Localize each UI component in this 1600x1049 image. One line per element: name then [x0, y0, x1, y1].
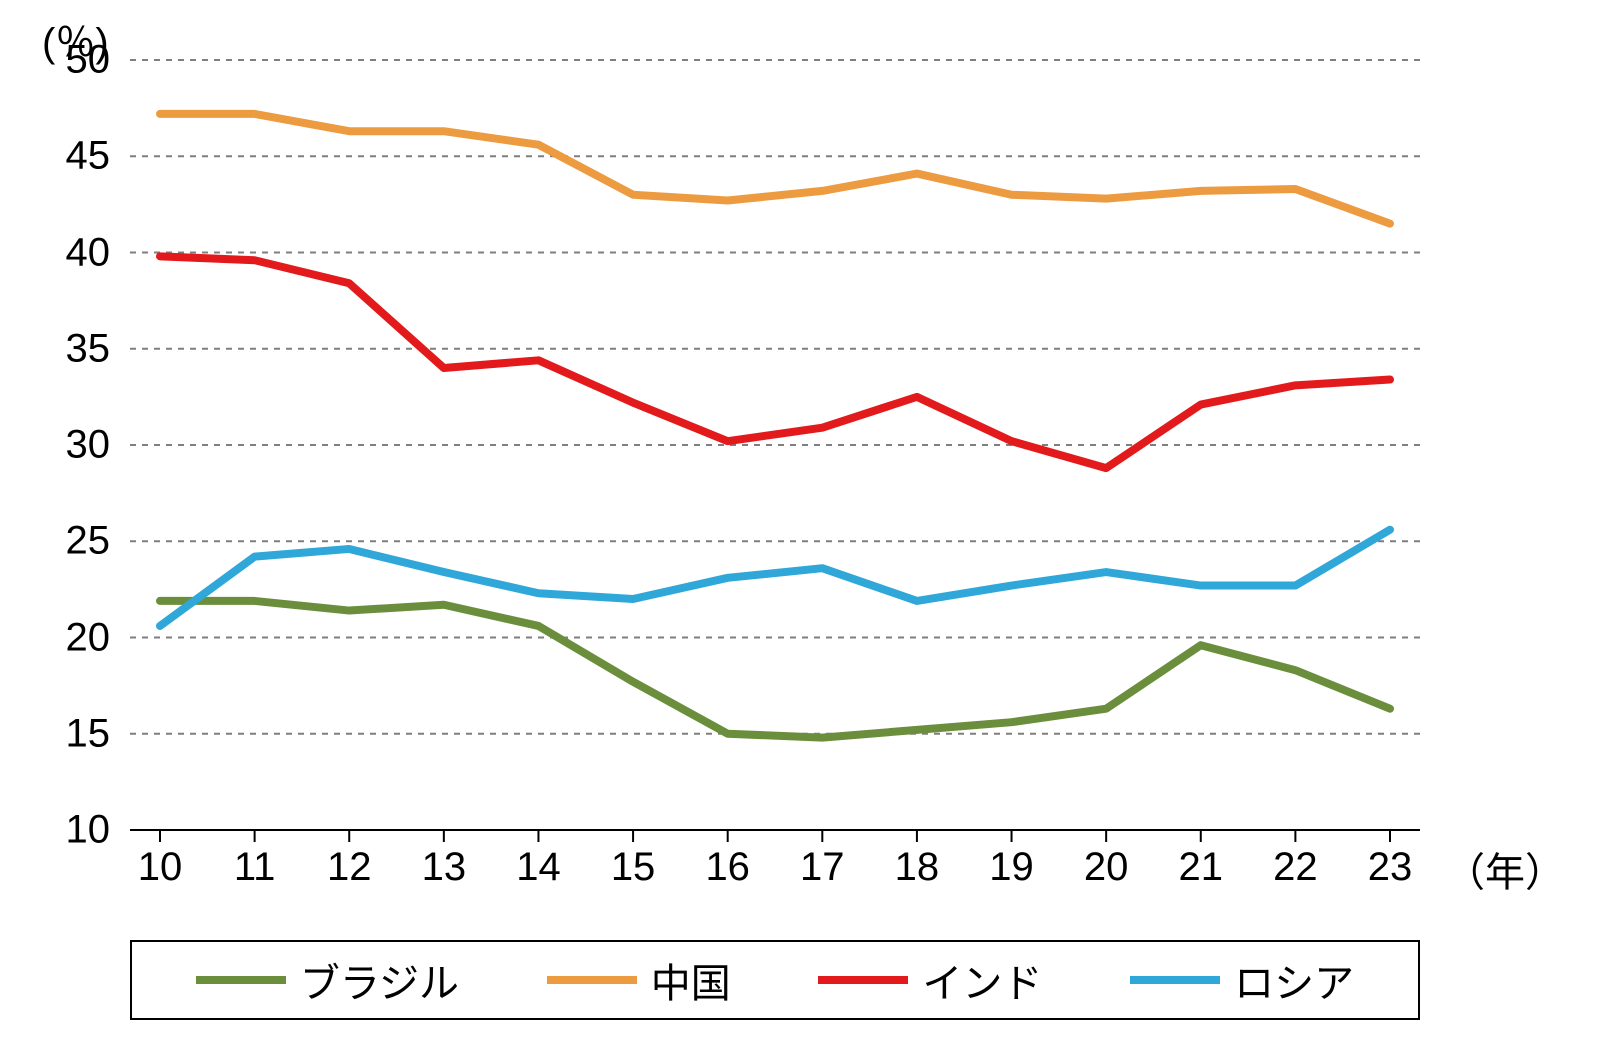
x-tick-label: 18: [895, 845, 940, 890]
legend-label: ブラジル: [300, 951, 459, 1009]
x-tick-label: 23: [1368, 845, 1413, 890]
y-tick-label: 45: [66, 134, 111, 179]
x-tick-label: 21: [1179, 845, 1224, 890]
y-tick-label: 30: [66, 423, 111, 468]
legend-swatch: [1130, 976, 1220, 984]
legend: ブラジル 中国 インド ロシア: [130, 940, 1420, 1020]
series-line: [160, 601, 1390, 738]
legend-label: インド: [922, 951, 1042, 1009]
plot-area: [0, 0, 1600, 1049]
x-tick-label: 20: [1084, 845, 1129, 890]
x-tick-label: 11: [234, 845, 276, 890]
x-tick-label: 14: [516, 845, 561, 890]
x-tick-label: 16: [705, 845, 750, 890]
legend-label: ロシア: [1234, 951, 1354, 1009]
legend-item: インド: [818, 951, 1042, 1009]
y-tick-label: 15: [66, 711, 111, 756]
legend-item: ロシア: [1130, 951, 1354, 1009]
x-tick-label: 22: [1273, 845, 1318, 890]
y-tick-label: 10: [66, 808, 111, 853]
series-line: [160, 256, 1390, 468]
y-tick-label: 25: [66, 519, 111, 564]
x-tick-label: 19: [989, 845, 1034, 890]
y-tick-label: 50: [66, 38, 111, 83]
legend-item: ブラジル: [196, 951, 459, 1009]
x-tick-label: 15: [611, 845, 656, 890]
y-tick-label: 20: [66, 615, 111, 660]
x-tick-label: 12: [327, 845, 372, 890]
legend-swatch: [818, 976, 908, 984]
series-line: [160, 114, 1390, 224]
y-tick-label: 40: [66, 230, 111, 275]
x-tick-label: 17: [800, 845, 845, 890]
x-tick-label: 10: [138, 845, 183, 890]
x-tick-label: 13: [422, 845, 467, 890]
legend-swatch: [196, 976, 286, 984]
legend-swatch: [547, 976, 637, 984]
legend-label: 中国: [651, 951, 731, 1009]
y-tick-label: 35: [66, 326, 111, 371]
line-chart: (％) （年） 101520253035404550 1011121314151…: [0, 0, 1600, 1049]
legend-item: 中国: [547, 951, 731, 1009]
